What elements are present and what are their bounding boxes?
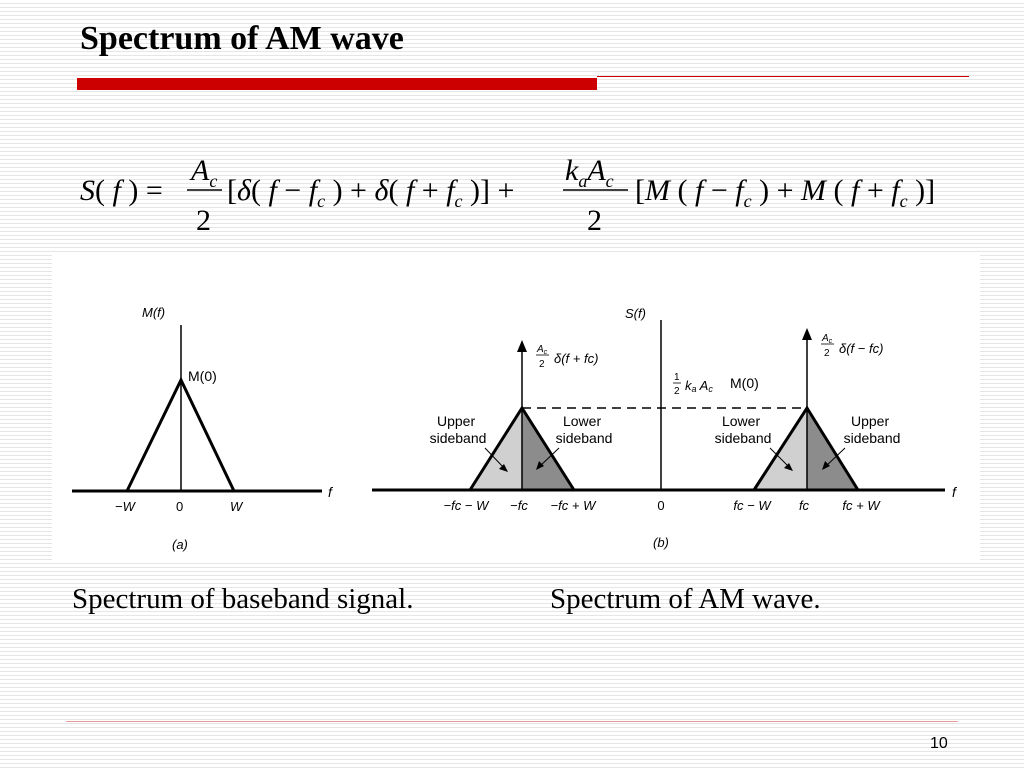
svg-text:1: 1 (674, 372, 680, 383)
fig-b-tick-zero: 0 (657, 498, 664, 513)
fig-a-tick-zero: 0 (176, 499, 183, 514)
title-underline-thin (597, 76, 969, 77)
fig-a-tick-w: W (230, 499, 244, 514)
level-label: 1 2 ka Ac M(0) (673, 372, 759, 397)
title-underline (77, 78, 597, 90)
footer-line (66, 721, 958, 722)
am-spectrum-plot: S(f) Ac 2 δ(f + fc) Ac 2 δ(f − fc) 1 2 k… (372, 306, 958, 550)
svg-text:2: 2 (587, 204, 602, 237)
fig-b-caption: (b) (653, 535, 669, 550)
fig-b-tick-fc-minus-w: fc − W (733, 498, 772, 513)
svg-text:2: 2 (674, 386, 680, 397)
caption-am-wave: Spectrum of AM wave. (550, 583, 821, 615)
svg-text:ka Ac: ka Ac (685, 378, 713, 394)
fig-a-tick-neg-w: −W (115, 499, 137, 514)
label-left-lower-sideband: Lower sideband (556, 413, 613, 446)
fig-b-tick-neg-fc-plus-w: −fc + W (551, 498, 598, 513)
spectrum-figure: M(f) M(0) f −W 0 W (a) (52, 255, 980, 562)
svg-text:2: 2 (824, 348, 830, 359)
page-number: 10 (930, 735, 948, 752)
fig-b-axis-label: f (952, 484, 958, 500)
label-right-lower-sideband: Lower sideband (715, 413, 772, 446)
fig-a-caption: (a) (172, 537, 188, 552)
impulse-left-label: Ac 2 δ(f + fc) (536, 344, 598, 370)
slide-title: Spectrum of AM wave (80, 20, 404, 57)
svg-text:2: 2 (196, 204, 211, 237)
baseband-triangle (125, 376, 236, 492)
impulse-right-label: Ac 2 δ(f − fc) (821, 333, 883, 359)
svg-text:Ac: Ac (536, 344, 548, 356)
fig-b-tick-neg-fc: −fc (510, 498, 528, 513)
spectrum-diagram: M(f) M(0) f −W 0 W (a) (72, 305, 958, 552)
svg-text:kaAc: kaAc (565, 154, 614, 191)
svg-text:δ(f + fc): δ(f + fc) (554, 351, 598, 366)
fig-b-tick-neg-fc-minus-w: −fc − W (444, 498, 491, 513)
baseband-spectrum-plot: M(f) M(0) f −W 0 W (a) (72, 305, 334, 552)
svg-text:[M ( f − fc ) + M ( f + fc )]: [M ( f − fc ) + M ( f + fc )] (635, 174, 935, 211)
caption-baseband: Spectrum of baseband signal. (72, 583, 414, 615)
fig-b-tick-fc: fc (799, 498, 810, 513)
fig-b-tick-fc-plus-w: fc + W (842, 498, 881, 513)
label-right-upper-sideband: Upper sideband (844, 413, 901, 446)
fig-a-ylabel: M(f) (142, 305, 165, 320)
fig-a-axis-label: f (328, 484, 334, 500)
svg-text:M(0): M(0) (730, 375, 759, 391)
svg-text:S( f ) =: S( f ) = (80, 174, 163, 207)
svg-text:Ac: Ac (821, 333, 833, 345)
fig-a-peak-label: M(0) (188, 368, 217, 384)
am-spectrum-equation: S( f ) = Ac 2 [δ( f − fc ) + δ( f + fc )… (80, 154, 935, 237)
svg-text:2: 2 (539, 359, 545, 370)
svg-text:Ac: Ac (189, 154, 217, 191)
label-left-upper-sideband: Upper sideband (430, 413, 487, 446)
fig-b-ylabel: S(f) (625, 306, 646, 321)
svg-text:[δ( f − fc ) + δ( f + fc )] +: [δ( f − fc ) + δ( f + fc )] + (227, 174, 514, 211)
svg-text:δ(f − fc): δ(f − fc) (839, 341, 883, 356)
